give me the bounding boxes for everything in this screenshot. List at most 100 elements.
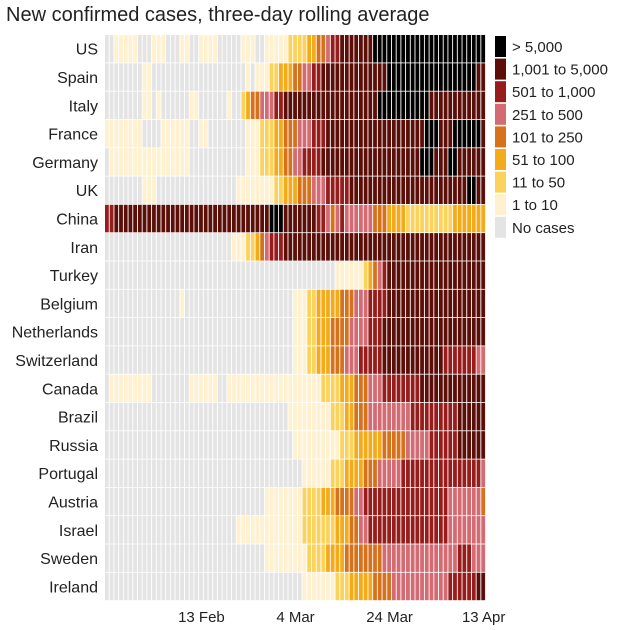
heatmap-cell xyxy=(227,374,232,403)
heatmap-cell xyxy=(476,374,481,403)
heatmap-cell xyxy=(137,459,142,487)
heatmap-cell xyxy=(481,459,486,487)
heatmap-cell xyxy=(194,572,199,601)
legend-label-11-to-50: 11 to 50 xyxy=(512,175,565,192)
heatmap-cell xyxy=(184,431,189,459)
heatmap-cell xyxy=(105,91,109,120)
country-label-us: US xyxy=(76,42,98,59)
heatmap-cell xyxy=(227,148,232,176)
heatmap-cell xyxy=(269,487,274,516)
heatmap-cell xyxy=(264,289,269,318)
heatmap-cell xyxy=(335,148,340,176)
heatmap-cell xyxy=(175,35,180,63)
heatmap-cell xyxy=(217,261,222,289)
heatmap-cell xyxy=(203,233,208,261)
heatmap-cell xyxy=(264,516,269,544)
heatmap-cell xyxy=(184,289,189,318)
heatmap-cell xyxy=(396,35,401,63)
heatmap-cell xyxy=(453,35,457,63)
heatmap-cell xyxy=(462,91,467,120)
heatmap-cell xyxy=(119,374,123,403)
heatmap-cell xyxy=(128,318,133,346)
heatmap-row-canada xyxy=(105,374,486,403)
heatmap-cell xyxy=(415,374,420,403)
heatmap-cell xyxy=(476,204,481,233)
heatmap-cell xyxy=(448,233,453,261)
heatmap-cell xyxy=(415,91,420,120)
heatmap-cell xyxy=(199,233,203,261)
heatmap-cell xyxy=(246,346,250,374)
heatmap-cell xyxy=(302,544,307,572)
heatmap-cell xyxy=(199,261,203,289)
heatmap-cell xyxy=(119,459,123,487)
heatmap-cell xyxy=(429,63,434,91)
heatmap-cell xyxy=(434,431,439,459)
heatmap-cell xyxy=(302,516,307,544)
heatmap-cell xyxy=(133,289,138,318)
heatmap-cell xyxy=(471,91,476,120)
heatmap-cell xyxy=(250,91,255,120)
heatmap-cell xyxy=(137,204,142,233)
heatmap-cell xyxy=(377,431,382,459)
heatmap-cell xyxy=(396,431,401,459)
heatmap-cell xyxy=(476,544,481,572)
heatmap-row-portugal xyxy=(105,459,486,487)
heatmap-cell xyxy=(199,176,203,204)
heatmap-cell xyxy=(222,516,227,544)
heatmap-cell xyxy=(105,176,109,204)
heatmap-cell xyxy=(363,261,368,289)
heatmap-cell xyxy=(410,431,415,459)
heatmap-cell xyxy=(250,572,255,601)
heatmap-cell xyxy=(175,204,180,233)
heatmap-cell xyxy=(424,91,429,120)
heatmap-cell xyxy=(363,289,368,318)
heatmap-cell xyxy=(443,148,448,176)
heatmap-cell xyxy=(246,289,250,318)
heatmap-cell xyxy=(170,176,175,204)
heatmap-cell xyxy=(415,119,420,148)
heatmap-cell xyxy=(382,487,387,516)
heatmap-cell xyxy=(189,289,194,318)
heatmap-cell xyxy=(420,431,424,459)
heatmap-cell xyxy=(363,63,368,91)
heatmap-cell xyxy=(161,459,166,487)
heatmap-cell xyxy=(152,572,156,601)
heatmap-cell xyxy=(137,402,142,431)
heatmap-cell xyxy=(326,176,330,204)
heatmap-cell xyxy=(354,91,359,120)
heatmap-cell xyxy=(457,459,462,487)
heatmap-cell xyxy=(199,516,203,544)
heatmap-cell xyxy=(255,176,260,204)
heatmap-cell xyxy=(232,459,236,487)
heatmap-cell xyxy=(391,572,396,601)
heatmap-cell xyxy=(208,289,213,318)
heatmap-cell xyxy=(246,572,250,601)
heatmap-cell xyxy=(184,402,189,431)
heatmap-cell xyxy=(448,516,453,544)
heatmap-cell xyxy=(279,119,283,148)
heatmap-cell xyxy=(222,204,227,233)
heatmap-cell xyxy=(166,119,170,148)
heatmap-cell xyxy=(462,431,467,459)
heatmap-cell xyxy=(410,572,415,601)
heatmap-cell xyxy=(354,402,359,431)
heatmap-cell xyxy=(283,487,288,516)
heatmap-cell xyxy=(471,544,476,572)
heatmap-cell xyxy=(467,346,471,374)
heatmap-cell xyxy=(208,402,213,431)
heatmap-cell xyxy=(410,176,415,204)
heatmap-cell xyxy=(453,459,457,487)
heatmap-cell xyxy=(321,516,326,544)
heatmap-cell xyxy=(274,431,279,459)
heatmap-cell xyxy=(391,148,396,176)
heatmap-cell xyxy=(269,204,274,233)
heatmap-cell xyxy=(222,431,227,459)
heatmap-cell xyxy=(114,374,119,403)
heatmap-cell xyxy=(293,487,297,516)
heatmap-cell xyxy=(283,431,288,459)
heatmap-cell xyxy=(288,119,293,148)
heatmap-cell xyxy=(335,233,340,261)
heatmap-cell xyxy=(288,318,293,346)
heatmap-cell xyxy=(283,346,288,374)
